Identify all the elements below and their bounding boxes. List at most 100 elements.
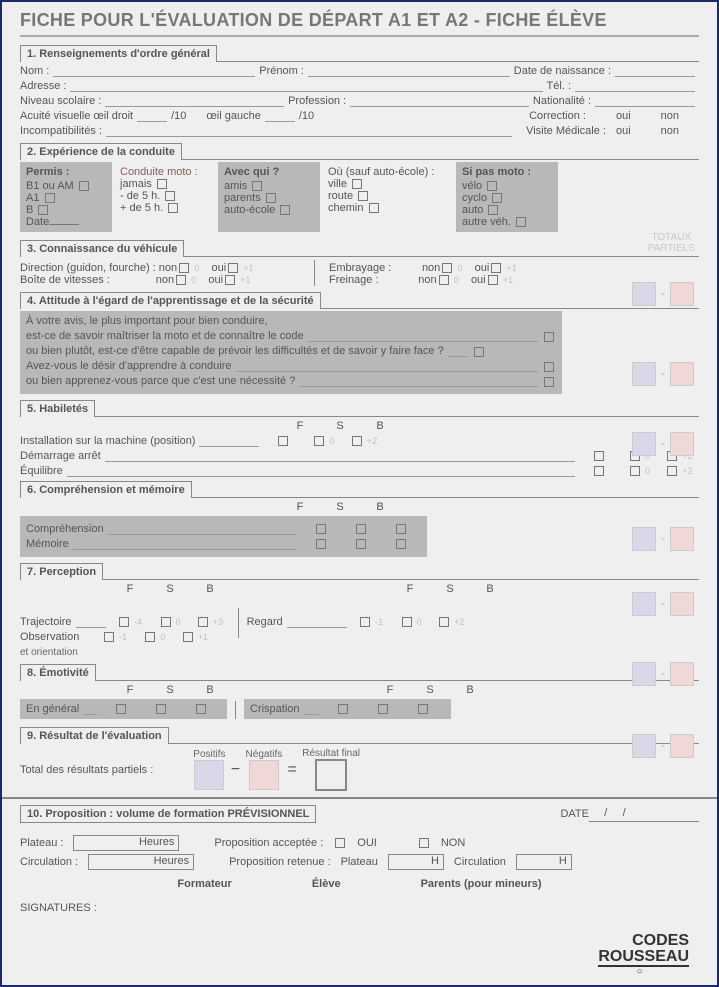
s9-final-box[interactable]: [315, 759, 347, 791]
s10-plateau-field[interactable]: Heures: [73, 835, 179, 851]
s8-cr-s[interactable]: [378, 704, 388, 714]
s8-b2: B: [450, 684, 490, 696]
s7-s2: S: [430, 583, 470, 595]
s6-r1-b[interactable]: [396, 524, 406, 534]
incomp-field[interactable]: [106, 125, 512, 137]
s6-r2: Mémoire: [26, 538, 69, 550]
att-l3-cb[interactable]: [474, 347, 484, 357]
gauche-label: œil gauche: [206, 110, 260, 122]
s6-r2-s[interactable]: [356, 539, 366, 549]
s7-obs-f[interactable]: [104, 632, 114, 642]
s7-reg-f[interactable]: [360, 617, 370, 627]
sipas-auto-cb[interactable]: [488, 205, 498, 215]
s5-r3-b[interactable]: [667, 466, 677, 476]
correction-oui[interactable]: oui: [616, 110, 631, 122]
s8-gen-b[interactable]: [196, 704, 206, 714]
s6-r1-f[interactable]: [316, 524, 326, 534]
att-l5-cb[interactable]: [544, 377, 554, 387]
nom-field[interactable]: [53, 65, 255, 77]
s10-date-field[interactable]: / /: [589, 807, 699, 822]
sipas-autre-cb[interactable]: [516, 217, 526, 227]
moto-5h--cb[interactable]: [165, 191, 175, 201]
adresse-field[interactable]: [70, 80, 542, 92]
s7-obs-b[interactable]: [183, 632, 193, 642]
s9-pos-box[interactable]: [194, 760, 224, 790]
permis-b1am: B1 ou AM: [26, 180, 74, 192]
sipas-auto: auto: [462, 204, 483, 216]
s10-circ-field[interactable]: Heures: [88, 854, 194, 870]
prenom-field[interactable]: [308, 65, 510, 77]
permis-b1am-cb[interactable]: [79, 181, 89, 191]
sipas-cyclo-cb[interactable]: [492, 193, 502, 203]
ou-route-cb[interactable]: [358, 191, 368, 201]
s5-r3-s[interactable]: [630, 466, 640, 476]
embr-non: non: [422, 262, 440, 274]
avec-amis-cb[interactable]: [252, 181, 262, 191]
s5-r3-f[interactable]: [594, 466, 604, 476]
s7-traj-f[interactable]: [119, 617, 129, 627]
s8-cr-f[interactable]: [338, 704, 348, 714]
niveau-label: Niveau scolaire :: [20, 95, 101, 107]
att-l2-cb[interactable]: [544, 332, 554, 342]
dir-oui-cb[interactable]: [228, 263, 238, 273]
visite-oui[interactable]: oui: [616, 125, 631, 137]
boite-oui-cb[interactable]: [225, 275, 235, 285]
avec-autoecole-cb[interactable]: [280, 205, 290, 215]
s6-r2-f[interactable]: [316, 539, 326, 549]
gauche-suffix: /10: [299, 110, 314, 122]
ou-ville-cb[interactable]: [352, 179, 362, 189]
s10-oui-cb[interactable]: [335, 838, 345, 848]
moto-label: Conduite moto :: [120, 166, 210, 178]
tel-label: Tél. :: [547, 80, 571, 92]
s5-r2-f[interactable]: [594, 451, 604, 461]
frein-oui-cb[interactable]: [488, 275, 498, 285]
dob-field[interactable]: [615, 65, 695, 77]
correction-non[interactable]: non: [661, 110, 679, 122]
profession-field[interactable]: [350, 95, 529, 107]
tel-field[interactable]: [575, 80, 695, 92]
s10-non-cb[interactable]: [419, 838, 429, 848]
s8-gen-f[interactable]: [116, 704, 126, 714]
s5-r1-b[interactable]: [352, 436, 362, 446]
moto-5h-: - de 5 h.: [120, 190, 160, 202]
permis-b-cb[interactable]: [38, 205, 48, 215]
acuite-d-field[interactable]: [137, 110, 167, 122]
ou-chemin-cb[interactable]: [369, 203, 379, 213]
s5-f: F: [280, 420, 320, 432]
s8-gen-s[interactable]: [156, 704, 166, 714]
s7-obs-s[interactable]: [145, 632, 155, 642]
s6-r2-b[interactable]: [396, 539, 406, 549]
frein-non-cb[interactable]: [439, 275, 449, 285]
embr-non-cb[interactable]: [442, 263, 452, 273]
avec-parents-cb[interactable]: [266, 193, 276, 203]
moto-5h+-cb[interactable]: [168, 203, 178, 213]
gauche-field[interactable]: [265, 110, 295, 122]
s8-general: En général: [26, 703, 79, 715]
s5-r1-f[interactable]: [278, 436, 288, 446]
s10-plateau2-field[interactable]: H: [388, 854, 444, 870]
s6-r1-s[interactable]: [356, 524, 366, 534]
embr-oui-cb[interactable]: [491, 263, 501, 273]
niveau-field[interactable]: [105, 95, 284, 107]
side-pair-7: -: [631, 662, 695, 686]
sipas-label: Si pas moto :: [462, 166, 552, 178]
avec-amis: amis: [224, 180, 247, 192]
moto-jamais-cb[interactable]: [157, 179, 167, 189]
frein-non: non: [418, 274, 436, 286]
boite-non-cb[interactable]: [176, 275, 186, 285]
permis-a1-cb[interactable]: [45, 193, 55, 203]
att-l4-cb[interactable]: [544, 362, 554, 372]
s7-reg-b[interactable]: [439, 617, 449, 627]
s7-traj-s[interactable]: [161, 617, 171, 627]
s8-cr-b[interactable]: [418, 704, 428, 714]
visite-non[interactable]: non: [661, 125, 679, 137]
nat-field[interactable]: [595, 95, 695, 107]
s10-circ2-field[interactable]: H: [516, 854, 572, 870]
sipas-velo-cb[interactable]: [487, 181, 497, 191]
s7-f: F: [110, 583, 150, 595]
s7-traj-b[interactable]: [198, 617, 208, 627]
s7-reg-s[interactable]: [402, 617, 412, 627]
dir-non-cb[interactable]: [179, 263, 189, 273]
s5-r1-s[interactable]: [314, 436, 324, 446]
s9-neg-box[interactable]: [249, 760, 279, 790]
